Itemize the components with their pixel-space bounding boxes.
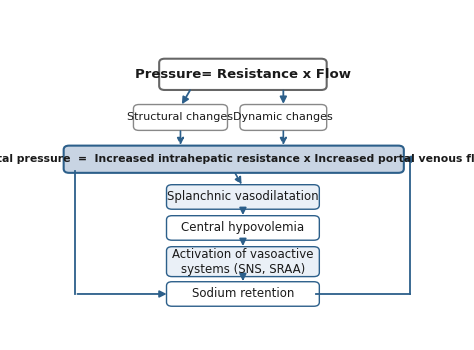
FancyBboxPatch shape	[166, 185, 319, 209]
FancyBboxPatch shape	[166, 216, 319, 240]
FancyBboxPatch shape	[134, 105, 228, 131]
FancyBboxPatch shape	[240, 105, 327, 131]
Text: Dynamic changes: Dynamic changes	[234, 112, 333, 122]
Text: Activation of vasoactive
systems (SNS, SRAA): Activation of vasoactive systems (SNS, S…	[172, 248, 314, 276]
Text: Portal pressure  =  Increased intrahepatic resistance x Increased portal venous : Portal pressure = Increased intrahepatic…	[0, 154, 474, 164]
Text: Structural changes: Structural changes	[128, 112, 234, 122]
Text: Pressure= Resistance x Flow: Pressure= Resistance x Flow	[135, 68, 351, 81]
FancyBboxPatch shape	[64, 146, 404, 173]
Text: Central hypovolemia: Central hypovolemia	[182, 222, 304, 235]
FancyBboxPatch shape	[159, 59, 327, 90]
FancyBboxPatch shape	[166, 282, 319, 306]
Text: Splanchnic vasodilatation: Splanchnic vasodilatation	[167, 190, 319, 203]
FancyBboxPatch shape	[166, 247, 319, 276]
Text: Sodium retention: Sodium retention	[192, 287, 294, 301]
